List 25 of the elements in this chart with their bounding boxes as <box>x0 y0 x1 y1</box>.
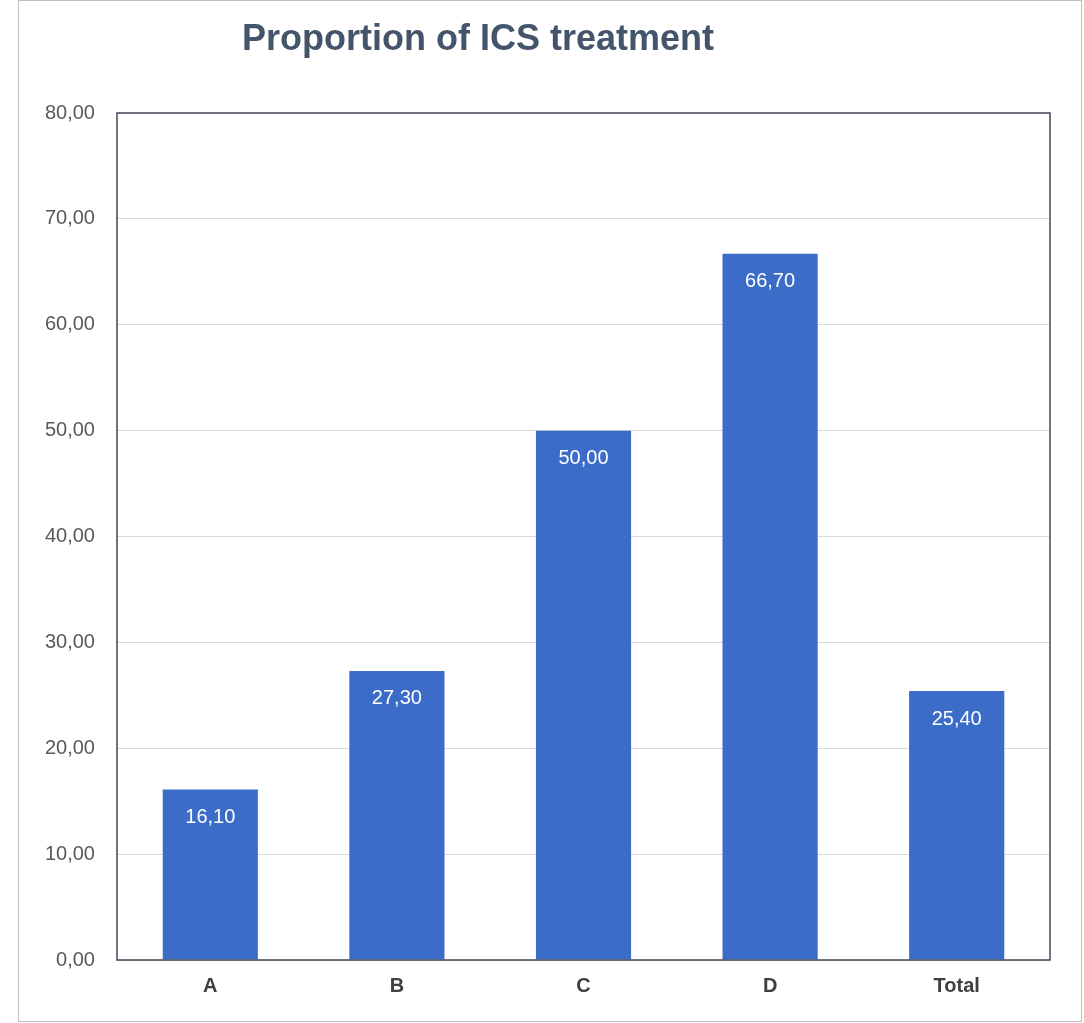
y-tick-label: 20,00 <box>44 735 95 758</box>
x-tick-label: C <box>576 973 591 996</box>
data-label: 27,30 <box>371 686 422 709</box>
y-tick-label: 0,00 <box>56 947 95 970</box>
x-tick-label: B <box>389 973 405 996</box>
y-tick-label: 60,00 <box>44 312 95 335</box>
x-tick-label: Total <box>933 973 980 996</box>
bar <box>909 691 1005 960</box>
data-label: 50,00 <box>558 446 609 469</box>
data-label: 25,40 <box>931 706 982 729</box>
chart-title: Proportion of ICS treatment <box>241 16 715 58</box>
bar <box>349 670 445 960</box>
y-tick-label: 80,00 <box>44 100 95 123</box>
data-label: 66,70 <box>745 269 796 292</box>
y-tick-label: 10,00 <box>44 841 95 864</box>
y-tick-label: 70,00 <box>44 206 95 229</box>
bar <box>535 430 632 960</box>
y-tick-label: 30,00 <box>44 629 95 652</box>
x-tick-label: A <box>203 973 218 996</box>
data-label: 16,10 <box>185 805 236 828</box>
y-tick-label: 40,00 <box>44 524 95 547</box>
x-tick-label: D <box>762 973 778 996</box>
bar <box>722 253 818 960</box>
bar <box>162 789 258 960</box>
y-tick-label: 50,00 <box>44 418 95 441</box>
